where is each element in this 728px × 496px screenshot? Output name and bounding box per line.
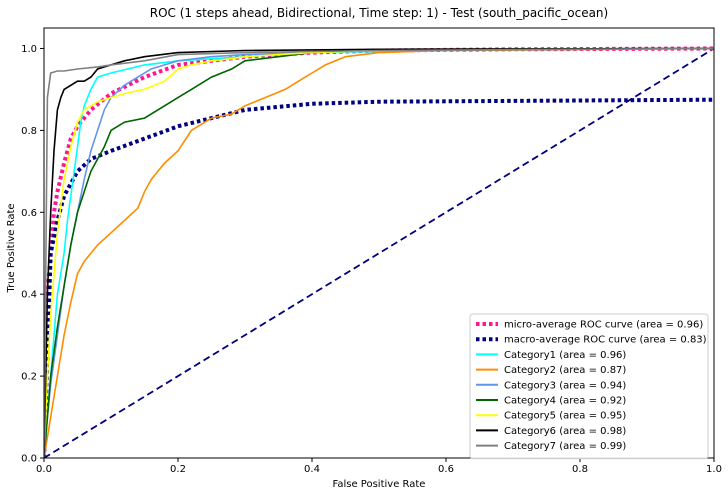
legend-entry-label: micro-average ROC curve (area = 0.96) [504, 320, 703, 331]
x-tick-label: 0.8 [572, 464, 588, 475]
x-tick-label: 0.6 [438, 464, 454, 475]
series-line-6 [44, 47, 714, 458]
y-tick-label: 0.0 [21, 454, 37, 465]
legend: micro-average ROC curve (area = 0.96) mac… [469, 313, 709, 460]
y-axis-label: True Positive Rate [6, 203, 17, 293]
x-tick-label: 1.0 [706, 464, 722, 475]
legend-entry-label: Category4 (area = 0.92) [504, 396, 626, 407]
legend-entry-label: macro-average ROC curve (area = 0.83) [504, 335, 707, 346]
axes: 0.0 0.2 0.4 0.6 0.8 1.0 0.0 0.2 0.4 0.6 0.8 1.0 [21, 27, 722, 475]
x-tick-label: 0.2 [170, 464, 186, 475]
x-tick-label: 0.4 [304, 464, 320, 475]
y-tick-label: 0.4 [21, 290, 37, 301]
legend-entry-label: Category5 (area = 0.95) [504, 411, 626, 422]
legend-entry-label: Category7 (area = 0.99) [504, 441, 626, 452]
x-axis-label: False Positive Rate [333, 479, 426, 490]
series-line-2 [44, 97, 714, 458]
legend-entry-label: Category2 (area = 0.87) [504, 365, 626, 376]
legend-entry-label: Category1 (area = 0.96) [504, 350, 626, 361]
y-tick-label: 0.2 [21, 372, 37, 383]
x-tick-label: 0.0 [36, 464, 52, 475]
chart-title: ROC (1 steps ahead, Bidirectional, Time … [150, 6, 608, 20]
series-line-4 [44, 47, 714, 458]
series-line-7 [44, 47, 714, 458]
legend-box [469, 313, 709, 460]
y-tick-label: 0.8 [21, 126, 37, 137]
legend-entry-label: Category3 (area = 0.94) [504, 380, 626, 391]
legend-entry-label: Category6 (area = 0.98) [504, 426, 626, 437]
axes-frame [43, 27, 715, 459]
y-tick-label: 1.0 [21, 44, 37, 55]
series-line-8 [44, 47, 714, 458]
y-tick-label: 0.6 [21, 208, 37, 219]
plot-area [44, 46, 714, 458]
series-line-9 [44, 47, 714, 458]
chance-diagonal-line [44, 47, 714, 458]
